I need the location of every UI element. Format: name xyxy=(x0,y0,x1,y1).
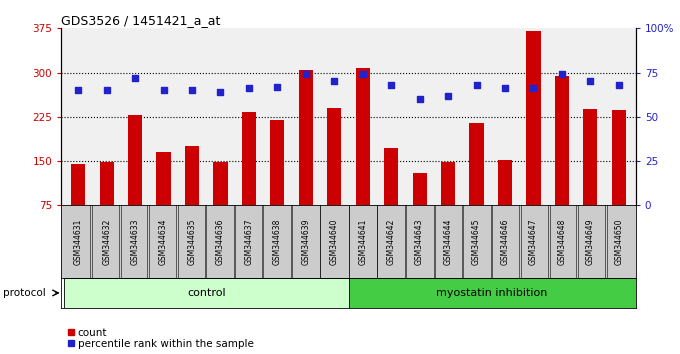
Text: GSM344650: GSM344650 xyxy=(614,218,624,265)
Text: GSM344635: GSM344635 xyxy=(188,218,197,265)
Bar xyxy=(469,123,483,205)
Text: GSM344639: GSM344639 xyxy=(301,218,310,265)
Text: GSM344642: GSM344642 xyxy=(387,218,396,265)
Text: myostatin inhibition: myostatin inhibition xyxy=(437,288,548,298)
Bar xyxy=(384,148,398,205)
Bar xyxy=(214,162,228,205)
Point xyxy=(301,72,311,77)
Bar xyxy=(99,162,114,205)
Point xyxy=(613,82,624,88)
Point xyxy=(243,86,254,91)
Bar xyxy=(498,160,512,205)
Point xyxy=(186,87,197,93)
Point xyxy=(585,79,596,84)
Bar xyxy=(156,152,171,205)
Point xyxy=(329,79,340,84)
Bar xyxy=(413,173,427,205)
Text: protocol: protocol xyxy=(3,288,46,298)
Bar xyxy=(270,120,284,205)
Point xyxy=(528,86,539,91)
Point xyxy=(500,86,511,91)
Bar xyxy=(299,70,313,205)
Bar xyxy=(583,109,598,205)
Text: GSM344644: GSM344644 xyxy=(443,218,453,265)
Bar xyxy=(185,146,199,205)
Bar xyxy=(611,110,626,205)
Text: GSM344643: GSM344643 xyxy=(415,218,424,265)
Point xyxy=(443,93,454,98)
Point xyxy=(215,89,226,95)
Point xyxy=(272,84,283,90)
Text: GSM344636: GSM344636 xyxy=(216,218,225,265)
Legend: count, percentile rank within the sample: count, percentile rank within the sample xyxy=(67,328,254,349)
Text: GSM344641: GSM344641 xyxy=(358,218,367,265)
Point xyxy=(158,87,169,93)
Bar xyxy=(441,162,455,205)
Text: GDS3526 / 1451421_a_at: GDS3526 / 1451421_a_at xyxy=(61,14,220,27)
Text: GSM344633: GSM344633 xyxy=(131,218,139,265)
Text: GSM344649: GSM344649 xyxy=(585,218,595,265)
Point xyxy=(73,87,84,93)
Bar xyxy=(555,75,569,205)
Text: GSM344632: GSM344632 xyxy=(102,218,112,265)
Text: GSM344637: GSM344637 xyxy=(244,218,254,265)
Bar xyxy=(327,108,341,205)
Bar xyxy=(348,278,636,308)
Text: GSM344638: GSM344638 xyxy=(273,218,282,265)
Text: GSM344645: GSM344645 xyxy=(472,218,481,265)
Point xyxy=(357,72,368,77)
Text: GSM344647: GSM344647 xyxy=(529,218,538,265)
Point xyxy=(101,87,112,93)
Point xyxy=(386,82,396,88)
Bar xyxy=(128,115,142,205)
Text: GSM344631: GSM344631 xyxy=(73,218,83,265)
Text: GSM344640: GSM344640 xyxy=(330,218,339,265)
Bar xyxy=(526,31,541,205)
Text: GSM344646: GSM344646 xyxy=(500,218,509,265)
Point xyxy=(471,82,482,88)
Bar xyxy=(242,112,256,205)
Bar xyxy=(64,278,348,308)
Point xyxy=(414,96,425,102)
Point xyxy=(130,75,141,81)
Text: GSM344634: GSM344634 xyxy=(159,218,168,265)
Text: GSM344648: GSM344648 xyxy=(558,218,566,265)
Text: control: control xyxy=(187,288,226,298)
Point xyxy=(556,72,567,77)
Bar xyxy=(356,68,370,205)
Bar xyxy=(71,164,86,205)
